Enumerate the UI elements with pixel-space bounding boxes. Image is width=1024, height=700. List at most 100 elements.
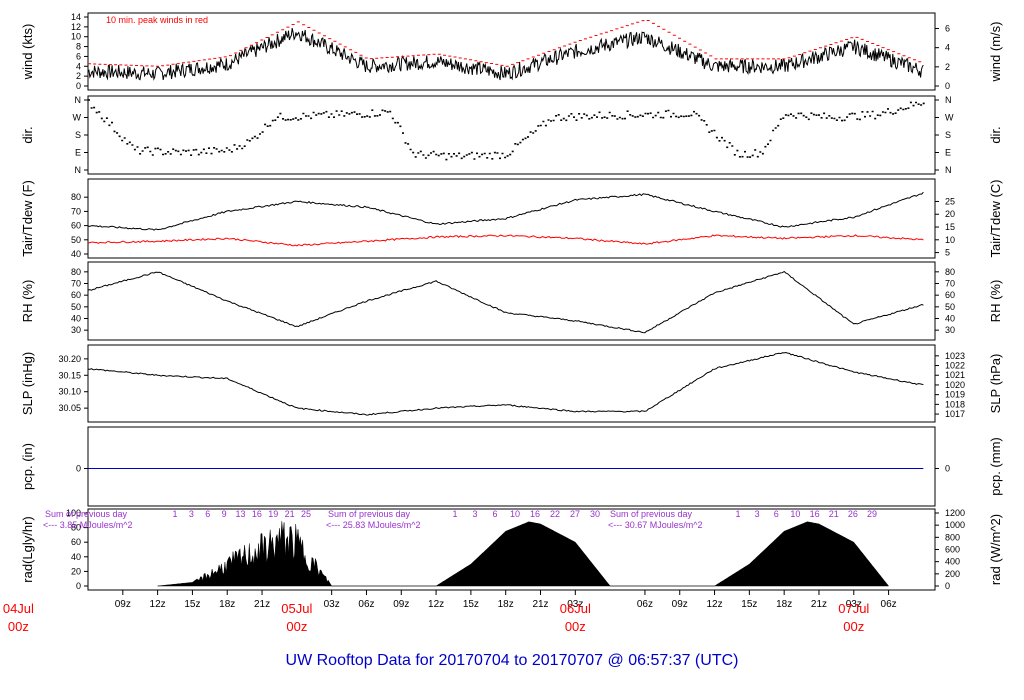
day-tick-label: 6 [492,509,497,519]
ytick-label-right-rh: 70 [945,279,955,289]
xtick-label: 15z [741,599,757,610]
day-tick-label: 1 [452,509,457,519]
day-tick-label: 3 [755,509,760,519]
day-tick-label: 6 [774,509,779,519]
xtick-label: 06z [637,599,653,610]
day-sum-value: <--- 30.67 MJoules/m^2 [608,520,703,530]
series-slp [87,351,924,416]
ytick-label-right-temp: 10 [945,235,955,245]
xtick-label: 21z [811,599,827,610]
xtick-label: 03z [324,599,340,610]
xtick-label: 03z [567,599,583,610]
ylabel-right-rh: RH (%) [988,280,1003,323]
xtick-label: 18z [776,599,792,610]
ytick-label-left-wind: 8 [76,42,81,52]
ytick-label-right-slp: 1023 [945,351,965,361]
day-tick-label: 27 [570,509,580,519]
xtick-label: 21z [254,599,270,610]
panel-frame-dir [87,95,936,175]
ytick-label-right-slp: 1020 [945,380,965,390]
ytick-label-right-wind: 2 [945,62,950,72]
xtick-label: 06z [881,599,897,610]
ytick-label-left-slp: 30.20 [58,354,81,364]
day-tick-label: 3 [472,509,477,519]
panel-frame-rh [87,261,936,341]
ytick-label-right-temp: 15 [945,222,955,232]
panel-frame-slp [87,344,936,423]
ylabel-right-rad: rad (W/m^2) [988,514,1003,585]
ytick-label-left-pcp: 0 [76,464,81,474]
ylabel-left-dir: dir. [20,126,35,143]
ytick-label-right-rad: 800 [945,532,960,542]
ylabel-right-pcp: pcp. (mm) [988,437,1003,496]
xtick-label: 12z [706,599,722,610]
chart-title: UW Rooftop Data for 20170704 to 20170707… [286,652,739,669]
date-label-hour: 00z [286,619,307,634]
day-tick-label: 1 [172,509,177,519]
ylabel-right-wind: wind (m/s) [988,22,1003,83]
day-sum-title: Sum of previous day [328,509,411,519]
ytick-label-left-rad: 40 [71,552,81,562]
day-tick-label: 10 [790,509,800,519]
ytick-label-right-slp: 1017 [945,409,965,419]
xtick-label: 09z [115,599,131,610]
ytick-label-left-temp: 80 [71,192,81,202]
day-tick-label: 25 [301,509,311,519]
xtick-label: 15z [184,599,200,610]
ytick-label-left-temp: 60 [71,221,81,231]
ytick-label-left-temp: 70 [71,206,81,216]
ytick-label-left-rh: 40 [71,314,81,324]
xtick-label: 21z [532,599,548,610]
day-sum-title: Sum of previous day [45,509,128,519]
ylabel-left-rh: RH (%) [20,280,35,323]
date-label-hour: 00z [565,619,586,634]
day-tick-label: 3 [189,509,194,519]
series-tdew [87,234,924,247]
day-tick-label: 21 [285,509,295,519]
date-label-day: 07Jul [838,601,869,616]
day-tick-label: 22 [550,509,560,519]
day-sum-value: <--- 3.85 MJoules/m^2 [43,520,133,530]
panel-frame-pcp [87,426,936,507]
series-10-min-peak-winds [88,20,922,67]
ytick-label-right-rad: 1200 [945,508,965,518]
ytick-label-left-rh: 80 [71,267,81,277]
day-tick-label: 1 [735,509,740,519]
ytick-label-left-rh: 30 [71,325,81,335]
ytick-label-right-temp: 25 [945,196,955,206]
day-tick-label: 16 [530,509,540,519]
ytick-label-right-slp: 1022 [945,361,965,371]
ytick-label-left-rad: 0 [76,581,81,591]
day-tick-label: 21 [829,509,839,519]
day-tick-label: 9 [222,509,227,519]
ylabel-right-dir: dir. [988,126,1003,143]
ytick-label-right-wind: 0 [945,81,950,91]
ytick-label-left-dir: W [73,113,82,123]
xtick-label: 18z [498,599,514,610]
ytick-label-right-dir: S [945,130,951,140]
ytick-label-right-wind: 6 [945,24,950,34]
day-sum-value: <--- 25.83 MJoules/m^2 [326,520,421,530]
xtick-label: 06z [358,599,374,610]
ytick-label-right-rh: 30 [945,325,955,335]
ytick-label-right-temp: 20 [945,209,955,219]
ytick-label-right-rad: 600 [945,545,960,555]
ytick-label-left-slp: 30.15 [58,370,81,380]
ytick-label-right-dir: N [945,95,952,105]
ylabel-right-temp: Tair/Tdew (C) [988,179,1003,257]
ytick-label-left-slp: 30.10 [58,387,81,397]
ytick-label-left-wind: 4 [76,61,81,71]
ytick-label-right-dir: E [945,148,951,158]
ytick-label-left-wind: 10 [71,32,81,42]
ytick-label-left-dir: E [75,148,81,158]
ytick-label-right-wind: 4 [945,43,950,53]
ytick-label-left-temp: 50 [71,235,81,245]
ytick-label-right-rh: 50 [945,302,955,312]
day-sum-title: Sum of previous day [610,509,693,519]
ytick-label-left-rad: 60 [71,537,81,547]
series-rh [87,270,924,334]
ytick-label-left-dir: N [75,165,82,175]
ytick-label-left-rh: 70 [71,279,81,289]
ytick-label-right-slp: 1021 [945,370,965,380]
